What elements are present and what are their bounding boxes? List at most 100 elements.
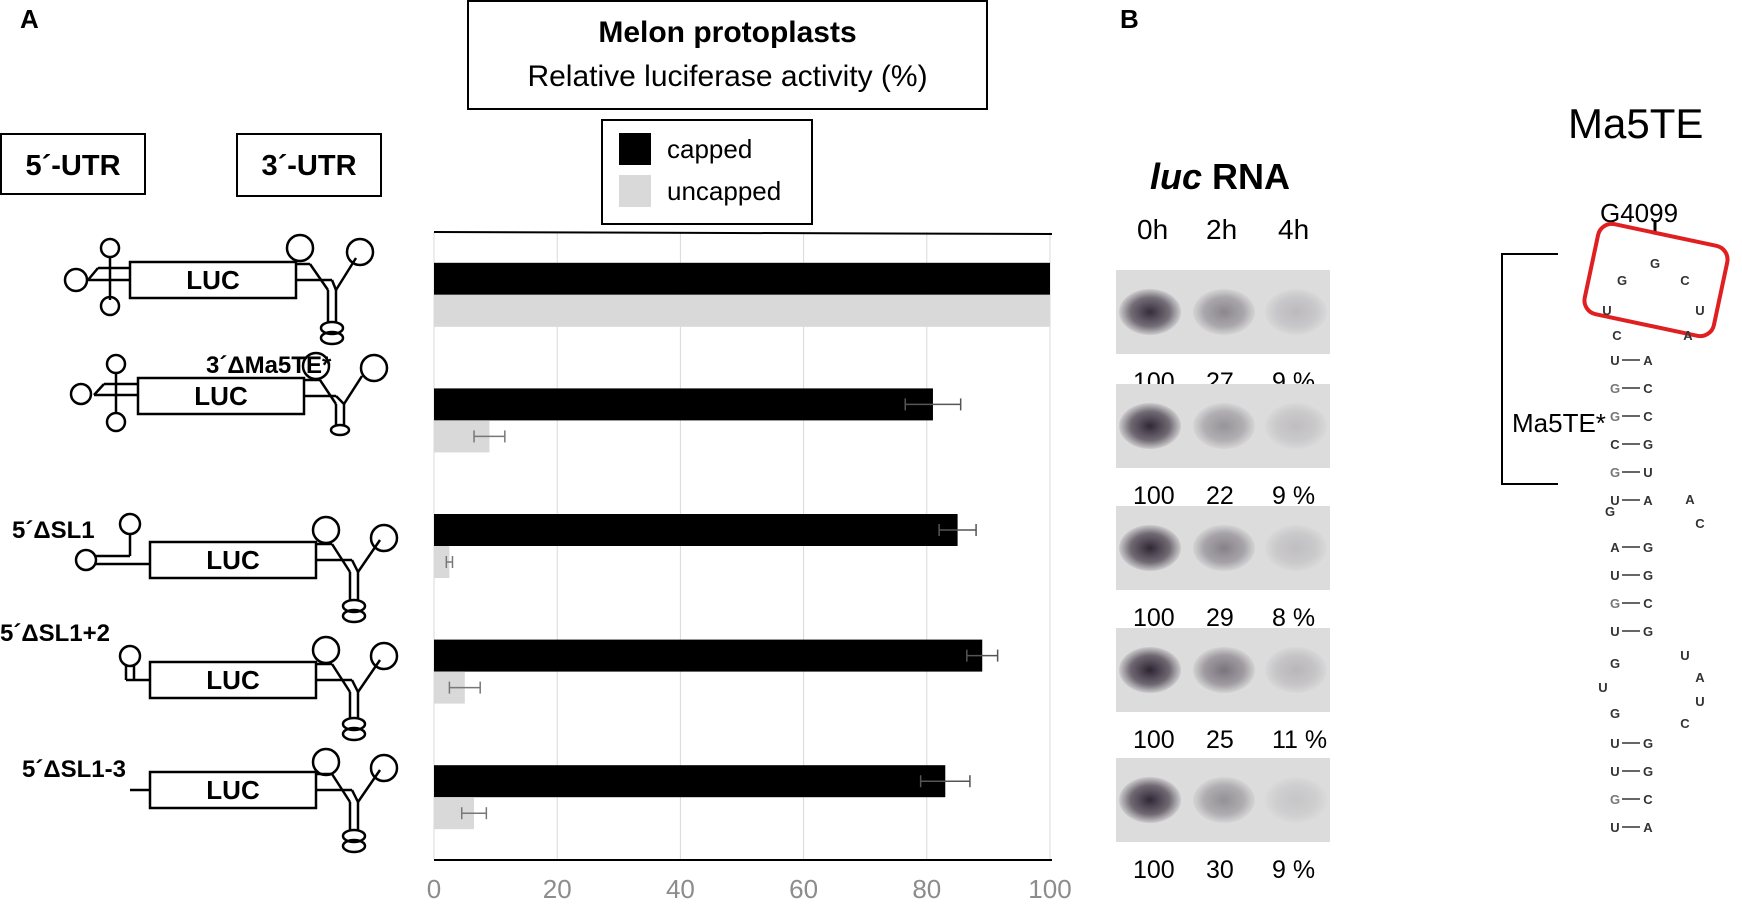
highlight-box: [1582, 221, 1730, 339]
nucleotide: C: [1680, 273, 1690, 288]
blot-value: 30: [1206, 856, 1234, 884]
blot-band: [1193, 289, 1255, 335]
blot-value: 29: [1206, 604, 1234, 632]
nucleotide: C: [1643, 596, 1653, 611]
x-tick-label: 100: [1028, 874, 1071, 904]
nucleotide: A: [1643, 493, 1653, 508]
legend-item-capped: capped: [619, 133, 752, 165]
nucleotide: A: [1610, 540, 1620, 555]
bar-capped: [434, 765, 946, 798]
construct-4-diagram: [130, 747, 399, 854]
luc-label-3: LUC: [206, 665, 260, 695]
blot-band: [1265, 647, 1327, 693]
nucleotide: G: [1643, 736, 1653, 751]
blot-lane-group: [1116, 384, 1330, 468]
blot-band: [1265, 525, 1327, 571]
bar-capped: [434, 262, 1050, 295]
legend-swatch-capped: [619, 133, 651, 165]
blot-value: 9 %: [1272, 856, 1316, 884]
nucleotide: C: [1643, 409, 1653, 424]
construct-label-1: 3´ΔMa5TE*: [206, 352, 332, 379]
nucleotide: G: [1643, 540, 1653, 555]
construct-diagrams: LUC LUC LUC LUC LUC: [63, 233, 399, 854]
blot-band: [1119, 289, 1181, 335]
blot-lane-group: [1116, 270, 1330, 354]
blot-band: [1193, 777, 1255, 823]
nucleotide: U: [1610, 624, 1619, 639]
blot-value: 11 %: [1272, 726, 1328, 754]
nucleotide: C: [1680, 716, 1690, 731]
blot-band: [1265, 289, 1327, 335]
nucleotide: U: [1680, 648, 1689, 663]
nucleotide: U: [1610, 820, 1619, 835]
legend-item-uncapped: uncapped: [619, 175, 781, 207]
nucleotide: G: [1610, 792, 1620, 807]
x-tick-label: 60: [789, 874, 818, 904]
construct-1-diagram: [69, 351, 389, 437]
nucleotide: A: [1685, 492, 1695, 507]
luc-label-1: LUC: [194, 381, 248, 411]
nucleotide: U: [1695, 303, 1704, 318]
nucleotide: A: [1683, 328, 1693, 343]
bar-chart: 0 20 40 60 80 100: [427, 231, 1072, 904]
nucleotide: U: [1643, 465, 1652, 480]
blot-value: 100: [1133, 856, 1175, 884]
bar-uncapped: [434, 546, 450, 578]
blot-value: 22: [1206, 482, 1234, 510]
luc-label-0: LUC: [186, 265, 240, 295]
nucleotide: C: [1612, 328, 1622, 343]
chart-subtitle: Relative luciferase activity (%): [527, 60, 928, 93]
utr5-box: 5´-UTR: [0, 133, 146, 195]
blot-value: 100: [1133, 482, 1175, 510]
luc-rna-title: luc RNA: [1150, 156, 1290, 198]
timepoint-4h: 4h: [1278, 214, 1310, 245]
blot-band: [1193, 525, 1255, 571]
nucleotide: G: [1610, 465, 1620, 480]
nucleotide: C: [1695, 516, 1705, 531]
nucleotide: G: [1610, 706, 1620, 721]
nucleotide: G: [1610, 596, 1620, 611]
construct-2-diagram: [74, 512, 399, 624]
construct-3-diagram: [118, 635, 399, 742]
nucleotide: U: [1610, 764, 1619, 779]
chart-header-box: Melon protoplasts Relative luciferase ac…: [467, 0, 988, 110]
blot-value: 100: [1133, 726, 1175, 754]
nucleotide: C: [1643, 381, 1653, 396]
legend: capped uncapped: [601, 119, 813, 225]
blot-band: [1193, 403, 1255, 449]
nucleotide: G: [1643, 437, 1653, 452]
nucleotide: G: [1617, 273, 1627, 288]
luc-label-4: LUC: [206, 775, 260, 805]
x-tick-label: 80: [912, 874, 941, 904]
legend-label-uncapped: uncapped: [667, 175, 782, 206]
bar-uncapped: [434, 294, 1050, 327]
nucleotide: U: [1610, 353, 1619, 368]
nucleotide: A: [1643, 820, 1653, 835]
legend-swatch-uncapped: [619, 175, 651, 207]
nucleotide: U: [1598, 680, 1607, 695]
luc-label-2: LUC: [206, 545, 260, 575]
nucleotide: G: [1643, 568, 1653, 583]
x-tick-label: 40: [666, 874, 695, 904]
construct-label-2: 5´ΔSL1: [12, 517, 95, 544]
nucleotide: U: [1610, 736, 1619, 751]
ma5te-title: Ma5TE: [1568, 100, 1704, 147]
nucleotide: A: [1695, 670, 1705, 685]
blot-lane-group: [1116, 506, 1330, 590]
nucleotide: U: [1610, 568, 1619, 583]
ma5te-star-bracket: [1501, 253, 1558, 485]
nucleotide: G: [1610, 381, 1620, 396]
timepoint-0h: 0h: [1137, 214, 1169, 245]
blot-value: 8 %: [1272, 604, 1316, 632]
blot-lane-group: [1116, 628, 1330, 712]
bar-capped: [434, 639, 983, 672]
nucleotide: C: [1610, 437, 1620, 452]
panel-a-letter: A: [20, 4, 39, 34]
nucleotide: G: [1650, 256, 1660, 271]
x-tick-label: 20: [543, 874, 572, 904]
nucleotide: U: [1610, 493, 1619, 508]
blot-band: [1265, 777, 1327, 823]
luc-rna-title-italic: luc: [1150, 156, 1203, 197]
bar-capped: [434, 388, 933, 421]
